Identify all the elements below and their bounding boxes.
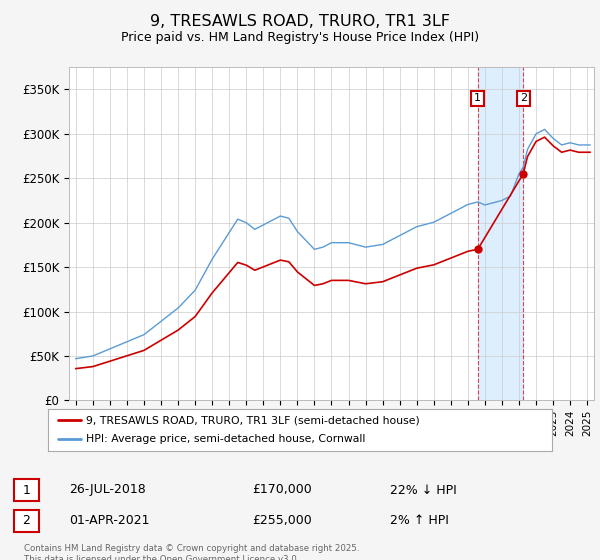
Text: HPI: Average price, semi-detached house, Cornwall: HPI: Average price, semi-detached house,… bbox=[86, 435, 365, 445]
Bar bbox=[478, 67, 523, 400]
Text: 01-APR-2021: 01-APR-2021 bbox=[69, 514, 149, 528]
Text: 9, TRESAWLS ROAD, TRURO, TR1 3LF (semi-detached house): 9, TRESAWLS ROAD, TRURO, TR1 3LF (semi-d… bbox=[86, 415, 419, 425]
Text: 22% ↓ HPI: 22% ↓ HPI bbox=[390, 483, 457, 497]
Text: 26-JUL-2018: 26-JUL-2018 bbox=[69, 483, 146, 497]
Text: Price paid vs. HM Land Registry's House Price Index (HPI): Price paid vs. HM Land Registry's House … bbox=[121, 31, 479, 44]
Text: 9, TRESAWLS ROAD, TRURO, TR1 3LF: 9, TRESAWLS ROAD, TRURO, TR1 3LF bbox=[150, 14, 450, 29]
Text: 2: 2 bbox=[22, 514, 31, 528]
Text: 2: 2 bbox=[520, 94, 527, 103]
Text: Contains HM Land Registry data © Crown copyright and database right 2025.
This d: Contains HM Land Registry data © Crown c… bbox=[24, 544, 359, 560]
Text: 2% ↑ HPI: 2% ↑ HPI bbox=[390, 514, 449, 528]
Text: 1: 1 bbox=[22, 483, 31, 497]
Text: £255,000: £255,000 bbox=[252, 514, 312, 528]
Text: 1: 1 bbox=[474, 94, 481, 103]
Text: £170,000: £170,000 bbox=[252, 483, 312, 497]
